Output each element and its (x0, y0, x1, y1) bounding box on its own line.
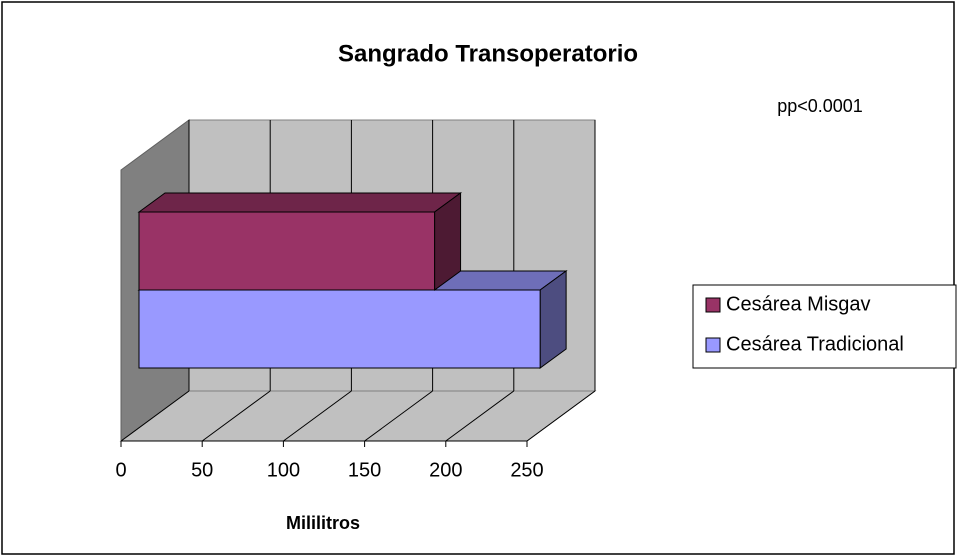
floor-grid-line (201, 390, 271, 442)
bar (138, 211, 436, 291)
bar (138, 289, 541, 369)
annotation: pp<0.0001 (777, 96, 863, 116)
legend-swatch (705, 297, 721, 313)
x-tick-label: 250 (510, 459, 543, 481)
bar-top (137, 192, 463, 213)
floor-grid-line (283, 390, 352, 442)
x-axis-title: Mililitros (286, 513, 360, 533)
floor-grid-line (364, 390, 433, 442)
x-tick-label: 0 (115, 459, 126, 481)
chart-title: Sangrado Transoperatorio (338, 40, 638, 67)
floor-grid-line (526, 390, 596, 442)
x-tick-label: 200 (429, 459, 462, 481)
x-tick-label: 50 (191, 459, 213, 481)
legend-swatch (705, 337, 721, 353)
floor (119, 390, 597, 442)
legend-label: Cesárea Misgav (726, 293, 871, 315)
floor-grid-line (120, 390, 190, 442)
legend-box (692, 284, 957, 369)
floor-grid-line (445, 390, 515, 442)
legend-label: Cesárea Tradicional (726, 333, 904, 355)
x-tick-label: 150 (348, 459, 381, 481)
x-tick-label: 100 (267, 459, 300, 481)
